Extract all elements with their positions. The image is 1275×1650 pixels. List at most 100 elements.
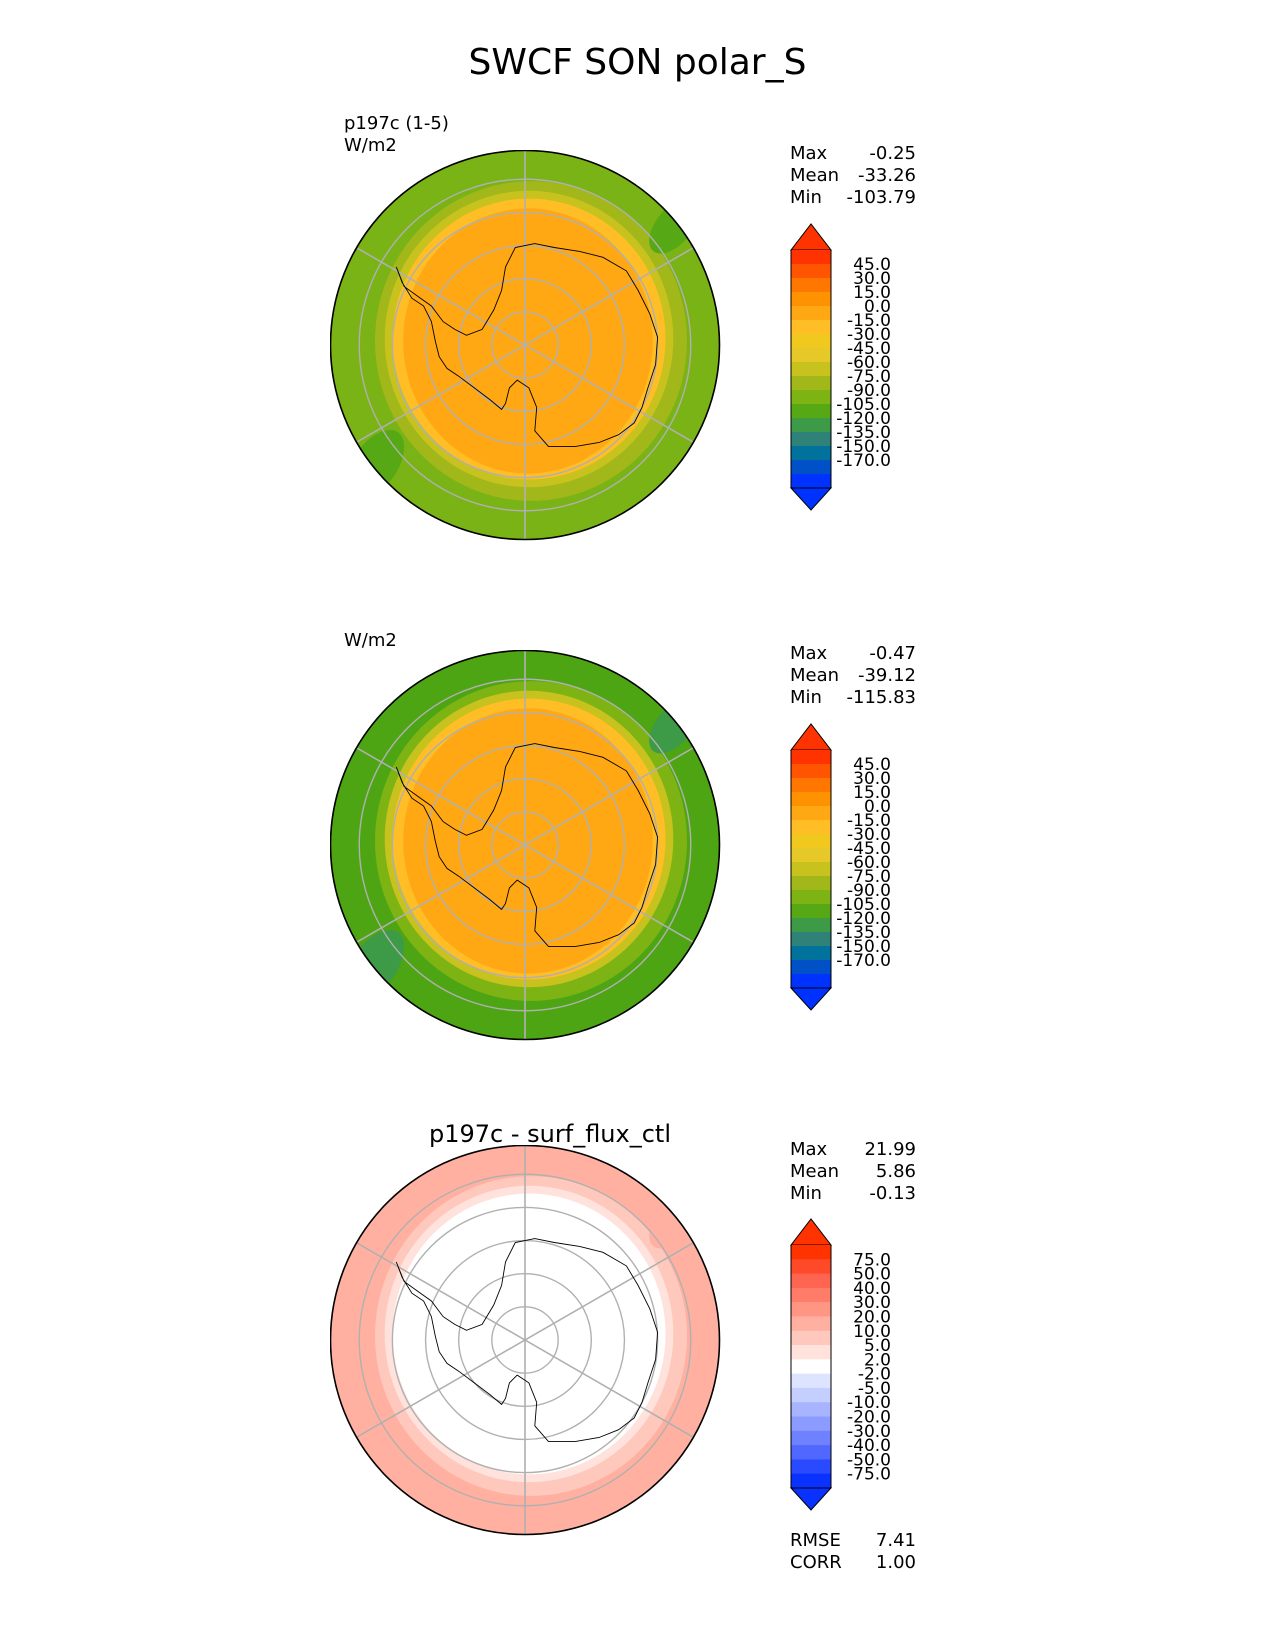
- colorbar-tick-label: 30.0: [853, 1293, 891, 1313]
- stat-corr: CORR 1.00: [790, 1552, 916, 1573]
- panel-label-units: W/m2: [344, 135, 397, 156]
- map-boundary: [330, 1145, 721, 1536]
- colorbar-tick-label: -50.0: [847, 1450, 891, 1470]
- colorbar-tick-label: 5.0: [864, 1336, 891, 1356]
- colorbar-segment: [791, 1345, 831, 1360]
- colorbar-segment: [791, 806, 831, 821]
- colorbar-segment: [791, 778, 831, 793]
- colorbar-tick-label: -30.0: [847, 825, 891, 845]
- field-inner: [403, 708, 653, 974]
- colorbar-segment: [791, 1459, 831, 1475]
- colorbar-segment: [791, 1259, 831, 1275]
- colorbar-tick-label: -5.0: [858, 1379, 891, 1399]
- panel-label-case: p197c (1-5): [344, 113, 449, 134]
- colorbar-tick-label: -45.0: [847, 839, 891, 859]
- antarctica-coastline: [395, 743, 659, 947]
- colorbar-segment: [791, 1416, 831, 1432]
- colorbar-segment: [791, 446, 831, 461]
- colorbar-segment: [791, 1473, 831, 1489]
- meridian-gridline: [355, 746, 695, 944]
- colorbar-tick-label: -170.0: [836, 451, 891, 471]
- stat-mean: Mean -39.12: [790, 665, 916, 686]
- colorbar-segment: [791, 334, 831, 349]
- colorbar-tick-label: -40.0: [847, 1436, 891, 1456]
- colorbar-segment: [791, 848, 831, 863]
- colorbar-segment: [791, 890, 831, 905]
- colorbar-segment: [791, 960, 831, 975]
- colorbar-segment: [791, 348, 831, 363]
- colorbar-tick-label: 45.0: [853, 255, 891, 275]
- colorbar-tick-label: -30.0: [847, 325, 891, 345]
- colorbar-segment: [791, 876, 831, 891]
- colorbar-tick-label: -75.0: [847, 367, 891, 387]
- colorbar-segment: [791, 1387, 831, 1403]
- colorbar-segment: [791, 474, 831, 489]
- colorbar-tick-label: 30.0: [853, 769, 891, 789]
- colorbar-segment: [791, 432, 831, 447]
- colorbar-segment: [791, 932, 831, 947]
- stats-test: Max -0.25 Mean -33.26 Min -103.79: [790, 143, 916, 209]
- colorbar-over-triangle: [789, 723, 833, 751]
- colorbar-tick-label: 50.0: [853, 1265, 891, 1285]
- colorbar-tick-label: -150.0: [836, 437, 891, 457]
- colorbar-segment: [791, 292, 831, 307]
- colorbar-tick-label: -60.0: [847, 853, 891, 873]
- field-inner: [403, 1203, 653, 1469]
- antarctica-coastline: [395, 1238, 659, 1442]
- colorbar-segment: [791, 1330, 831, 1346]
- colorbar-tick-label: 40.0: [853, 1279, 891, 1299]
- panel-subtitle: p197c - surf_flux_ctl: [429, 1120, 671, 1148]
- stat-min: Min -103.79: [790, 187, 916, 208]
- colorbar-tick-label: -60.0: [847, 353, 891, 373]
- colorbar-tick-label: -105.0: [836, 395, 891, 415]
- colorbar-tick-label: -15.0: [847, 811, 891, 831]
- colorbar-segment: [791, 764, 831, 779]
- colorbar-segment: [791, 1273, 831, 1289]
- stat-min: Min -0.13: [790, 1183, 916, 1204]
- colorbar-test: 45.030.015.00.0-15.0-30.0-45.0-60.0-75.0…: [789, 223, 891, 511]
- colorbar-tick-label: 2.0: [864, 1350, 891, 1370]
- colorbar-under-triangle: [789, 987, 833, 1011]
- colorbar-segment: [791, 820, 831, 835]
- colorbar-reference: 45.030.015.00.0-15.0-30.0-45.0-60.0-75.0…: [789, 723, 891, 1011]
- polar-map-difference: [330, 1145, 721, 1536]
- field-inner: [403, 208, 653, 474]
- colorbar-segment: [791, 974, 831, 989]
- colorbar-segment: [791, 1287, 831, 1303]
- colorbar-tick-label: -135.0: [836, 423, 891, 443]
- colorbar-tick-label: 30.0: [853, 269, 891, 289]
- colorbar-tick-label: 45.0: [853, 755, 891, 775]
- colorbar-segment: [791, 1316, 831, 1332]
- colorbar-tick-label: -30.0: [847, 1422, 891, 1442]
- colorbar-segment: [791, 460, 831, 475]
- stats-reference: Max -0.47 Mean -39.12 Min -115.83: [790, 643, 916, 709]
- colorbar-tick-label: -20.0: [847, 1408, 891, 1428]
- colorbar-segment: [791, 418, 831, 433]
- colorbar-segment: [791, 390, 831, 405]
- stat-max: Max 21.99: [790, 1139, 916, 1160]
- colorbar-tick-label: 20.0: [853, 1307, 891, 1327]
- colorbar-segment: [791, 1402, 831, 1418]
- colorbar-segment: [791, 946, 831, 961]
- colorbar-tick-label: -75.0: [847, 867, 891, 887]
- meridian-gridline: [355, 246, 695, 444]
- colorbar-under-triangle: [789, 1487, 833, 1511]
- colorbar-difference: 75.050.040.030.020.010.05.02.0-2.0-5.0-1…: [789, 1218, 891, 1511]
- stats-difference: Max 21.99 Mean 5.86 Min -0.13: [790, 1139, 916, 1205]
- colorbar-tick-label: -135.0: [836, 923, 891, 943]
- colorbar-tick-label: -90.0: [847, 381, 891, 401]
- colorbar-tick-label: -15.0: [847, 311, 891, 331]
- colorbar-segment: [791, 904, 831, 919]
- colorbar-segment: [791, 1302, 831, 1317]
- colorbar-segment: [791, 862, 831, 877]
- stats-rmse-corr: RMSE 7.41 CORR 1.00: [790, 1530, 916, 1574]
- colorbar-segment: [791, 404, 831, 419]
- colorbar-segment: [791, 1445, 831, 1460]
- colorbar-tick-label: -170.0: [836, 951, 891, 971]
- colorbar-segment: [791, 750, 831, 765]
- stat-max: Max -0.47: [790, 643, 916, 664]
- polar-map-test: [330, 150, 721, 541]
- antarctica-coastline: [395, 243, 659, 447]
- colorbar-tick-label: -75.0: [847, 1465, 891, 1485]
- colorbar-tick-label: 0.0: [864, 297, 891, 317]
